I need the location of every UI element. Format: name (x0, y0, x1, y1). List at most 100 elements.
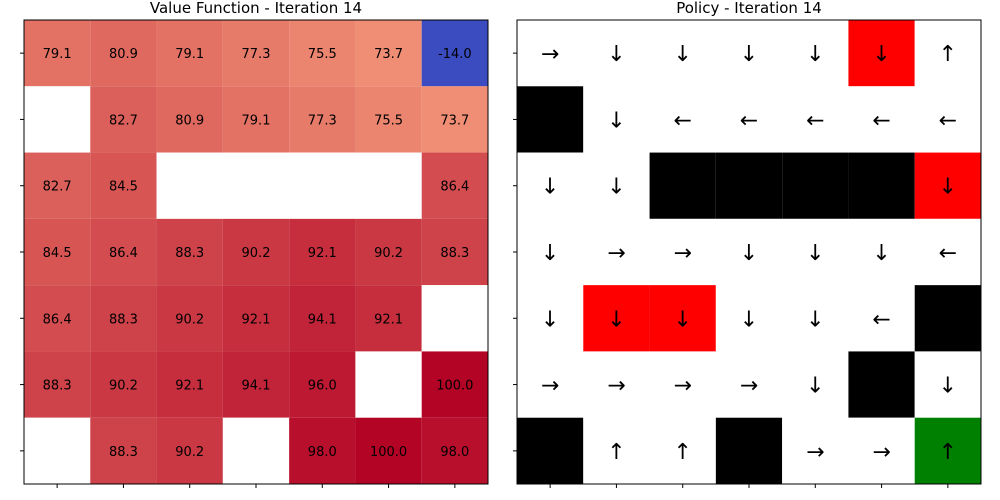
policy-cell (782, 218, 849, 286)
policy-cell (914, 351, 981, 418)
policy-cell (517, 218, 584, 286)
policy-arrow: ← (939, 108, 957, 133)
policy-arrow: ↓ (939, 374, 957, 399)
policy-arrow: → (541, 374, 559, 399)
policy-cell (715, 417, 783, 484)
heatmap-cell (289, 20, 356, 87)
heatmap-value-label: 75.5 (374, 113, 403, 128)
policy-arrow: ↓ (541, 241, 559, 266)
heatmap-cell (222, 152, 290, 219)
heatmap-cell (355, 218, 422, 286)
heatmap-value-label: 86.4 (440, 180, 469, 195)
heatmap-value-label: 75.5 (308, 47, 337, 62)
heatmap-cell (421, 20, 488, 87)
policy-cell (914, 152, 981, 219)
heatmap-value-label: 86.4 (109, 246, 138, 261)
policy-arrow: ← (806, 108, 824, 133)
heatmap-cell (156, 417, 223, 484)
policy-arrow: ↓ (607, 108, 625, 133)
heatmap-cell (421, 152, 488, 219)
policy-cell (914, 417, 981, 484)
heatmap-cell (289, 86, 356, 153)
policy-cell (848, 152, 915, 219)
heatmap-cell (222, 417, 290, 484)
policy-arrow: ↓ (541, 307, 559, 332)
policy-cell (649, 152, 716, 219)
heatmap-value-label: 92.1 (175, 379, 204, 394)
policy-cell (583, 86, 650, 153)
policy-arrow: → (872, 440, 890, 465)
heatmap-cell (421, 351, 488, 418)
policy-cell (782, 20, 849, 87)
policy-cell (715, 351, 783, 418)
policy-arrow: ↓ (806, 374, 824, 399)
policy-cell (848, 285, 915, 352)
heatmap-value-label: 100.0 (436, 379, 473, 394)
heatmap-value-label: 98.0 (308, 445, 337, 460)
policy-cell (914, 20, 981, 87)
heatmap-cell (90, 86, 157, 153)
heatmap-cell (289, 351, 356, 418)
heatmap-cell (156, 86, 223, 153)
heatmap-value-label: 77.3 (308, 113, 337, 128)
policy-arrow: ↑ (673, 440, 691, 465)
policy-arrow: ↓ (806, 241, 824, 266)
heatmap-cell (156, 20, 223, 87)
policy-title: Policy - Iteration 14 (676, 0, 822, 17)
heatmap-value-label: 96.0 (308, 379, 337, 394)
policy-cell (914, 285, 981, 352)
policy-cell (583, 285, 650, 352)
policy-arrow: ↓ (740, 42, 758, 67)
policy-arrow: ↑ (939, 42, 957, 67)
policy-cell (848, 20, 915, 87)
policy-cell (848, 218, 915, 286)
policy-cell (649, 86, 716, 153)
policy-arrow: → (541, 42, 559, 67)
policy-arrow: ↓ (939, 175, 957, 200)
heatmap-cell (24, 285, 91, 352)
heatmap-cell (24, 417, 91, 484)
policy-cell (782, 351, 849, 418)
heatmap-cell (421, 417, 488, 484)
policy-arrow: → (607, 374, 625, 399)
policy-arrow: → (806, 440, 824, 465)
heatmap-cell (222, 20, 290, 87)
heatmap-cell (222, 285, 290, 352)
policy-arrow: ↓ (607, 307, 625, 332)
policy-cell (649, 20, 716, 87)
policy-cell (848, 417, 915, 484)
heatmap-value-label: 94.1 (308, 312, 337, 327)
policy-cell (517, 417, 584, 484)
policy-cell (715, 152, 783, 219)
heatmap-cell (355, 417, 422, 484)
heatmap-cell (156, 285, 223, 352)
heatmap-value-label: 79.1 (175, 47, 204, 62)
heatmap-cell (90, 285, 157, 352)
policy-arrow: ↓ (872, 42, 890, 67)
heatmap-value-label: 86.4 (43, 312, 72, 327)
policy-cell (517, 285, 584, 352)
heatmap-value-label: 88.3 (109, 445, 138, 460)
heatmap-value-label: 100.0 (370, 445, 407, 460)
heatmap-cell (156, 152, 223, 219)
heatmap-value-label: 79.1 (242, 113, 271, 128)
policy-arrow: → (607, 241, 625, 266)
heatmap-value-label: 98.0 (440, 445, 469, 460)
heatmap-cell (90, 20, 157, 87)
heatmap-value-label: 90.2 (175, 445, 204, 460)
policy-arrow: ↓ (740, 241, 758, 266)
heatmap-value-label: 90.2 (109, 379, 138, 394)
policy-cell (649, 218, 716, 286)
policy-arrow: ← (939, 241, 957, 266)
policy-cell (715, 285, 783, 352)
policy-cell (649, 285, 716, 352)
policy-cell (583, 351, 650, 418)
policy-grid: → ↓ ↓ ↓ ↓ ↓ ↑ ↓ ← ← ← ← ← ↓ ↓ ↓ ↓ → → ↓ ↓ ↓ ← ↓ ↓ ↓ ↓ ↓ ← → → → → ↓ ↓ ↑ ↑ → → ↑ (513, 19, 982, 488)
heatmap-value-label: 73.7 (440, 113, 469, 128)
policy-arrow: ↓ (673, 42, 691, 67)
heatmap-value-label: 88.3 (175, 246, 204, 261)
policy-arrow: ↓ (607, 42, 625, 67)
heatmap-cell (355, 20, 422, 87)
heatmap-value-label: 82.7 (43, 180, 72, 195)
policy-cell (583, 20, 650, 87)
